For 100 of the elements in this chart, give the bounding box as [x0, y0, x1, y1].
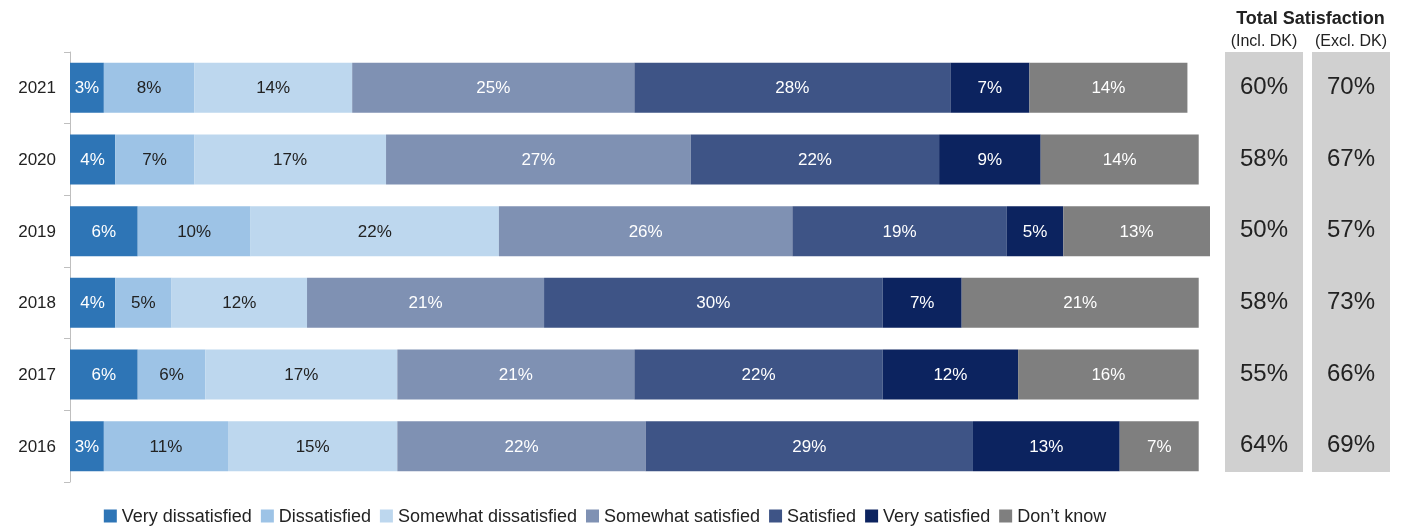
- data-label: 5%: [1022, 221, 1048, 241]
- bar: [1006, 206, 1064, 257]
- legend-label: Very satisfied: [883, 506, 991, 526]
- legend-label: Dissatisfied: [278, 506, 371, 526]
- data-label: 13%: [1029, 436, 1064, 456]
- bar: [70, 206, 138, 257]
- bar: [544, 277, 883, 328]
- data-label: 10%: [177, 221, 212, 241]
- bar: [1119, 421, 1199, 472]
- bar: [792, 206, 1007, 257]
- text: 69%: [1325, 430, 1376, 459]
- data-label: 4%: [80, 150, 105, 169]
- text: Total Satisfaction: [1235, 8, 1386, 29]
- data-label: 16%: [1091, 365, 1126, 384]
- bar: [386, 134, 691, 185]
- bar: [205, 349, 398, 400]
- text: 66%: [1325, 358, 1376, 387]
- data-label: 12%: [222, 293, 257, 313]
- bar: [307, 277, 545, 328]
- data-label: 29%: [792, 436, 827, 456]
- legend-label: Somewhat satisfied: [603, 506, 761, 526]
- text: 50%: [1238, 215, 1289, 244]
- legend-label: Very dissatisfied: [121, 506, 252, 526]
- y-tick-label: 2017: [18, 365, 56, 384]
- bar: [171, 277, 308, 328]
- data-label: 12%: [933, 365, 968, 384]
- data-label: 17%: [273, 150, 308, 169]
- text: 58%: [1238, 143, 1289, 172]
- data-label: 27%: [521, 150, 556, 169]
- bar: [115, 134, 195, 185]
- bar: [498, 206, 793, 257]
- category-label: (Incl. DK): [1229, 32, 1299, 50]
- data-label: 17%: [284, 365, 319, 384]
- text: 67%: [1325, 143, 1376, 172]
- text: 60%: [1238, 71, 1289, 100]
- bar: [137, 349, 206, 400]
- bar: [70, 421, 104, 472]
- text: 73%: [1325, 286, 1376, 315]
- bar: [70, 277, 116, 328]
- data-label: 22%: [797, 150, 832, 169]
- bar: [137, 206, 251, 257]
- bar: [194, 62, 353, 113]
- bar: [70, 349, 138, 400]
- bar: [634, 62, 951, 113]
- data-label: 8%: [136, 78, 162, 98]
- y-tick-label: 2019: [18, 221, 56, 241]
- bar: [70, 134, 116, 185]
- data-label: 7%: [1146, 436, 1172, 456]
- data-label: 3%: [74, 78, 100, 98]
- data-label: 21%: [408, 293, 443, 313]
- y-tick-label: 2018: [18, 293, 56, 313]
- bar: [1029, 62, 1188, 113]
- bar: [70, 62, 104, 113]
- bar: [103, 62, 195, 113]
- text: 55%: [1238, 358, 1289, 387]
- bar: [250, 206, 499, 257]
- data-label: 21%: [1063, 293, 1098, 313]
- data-label: 22%: [357, 221, 392, 241]
- bar: [352, 62, 635, 113]
- data-label: 6%: [159, 365, 184, 384]
- y-tick-label: 2020: [18, 150, 56, 169]
- bar: [1063, 206, 1210, 257]
- data-label: 21%: [498, 365, 533, 384]
- data-label: 30%: [696, 293, 731, 313]
- data-label: 3%: [74, 436, 100, 456]
- bar: [397, 421, 646, 472]
- data-label: 6%: [91, 221, 117, 241]
- bar: [1018, 349, 1199, 400]
- text: 64%: [1238, 430, 1289, 459]
- data-label: 14%: [1091, 78, 1126, 98]
- bar: [228, 421, 398, 472]
- data-label: 14%: [256, 78, 291, 98]
- data-label: 5%: [131, 293, 156, 313]
- data-label: 7%: [909, 293, 935, 313]
- bar: [882, 277, 962, 328]
- bar: [645, 421, 973, 472]
- data-label: 9%: [977, 150, 1003, 169]
- bar: [103, 421, 229, 472]
- bar: [634, 349, 883, 400]
- bar: [1040, 134, 1199, 185]
- data-label: 19%: [882, 221, 917, 241]
- bar: [972, 421, 1120, 472]
- y-tick-label: 2021: [18, 78, 56, 98]
- bar: [690, 134, 940, 185]
- data-label: 22%: [504, 436, 539, 456]
- bar: [194, 134, 387, 185]
- data-label: 25%: [476, 78, 511, 98]
- data-label: 28%: [775, 78, 810, 98]
- legend-label: Don’t know: [1017, 506, 1108, 526]
- bar: [882, 349, 1019, 400]
- bar: [397, 349, 635, 400]
- data-label: 4%: [80, 293, 105, 313]
- data-label: 26%: [628, 221, 663, 241]
- y-tick-label: 2016: [18, 436, 56, 456]
- data-label: 13%: [1119, 221, 1154, 241]
- bar: [950, 62, 1030, 113]
- legend-label: Satisfied: [787, 506, 857, 526]
- text: 57%: [1325, 215, 1376, 244]
- bar: [939, 134, 1041, 185]
- data-label: 22%: [741, 365, 776, 384]
